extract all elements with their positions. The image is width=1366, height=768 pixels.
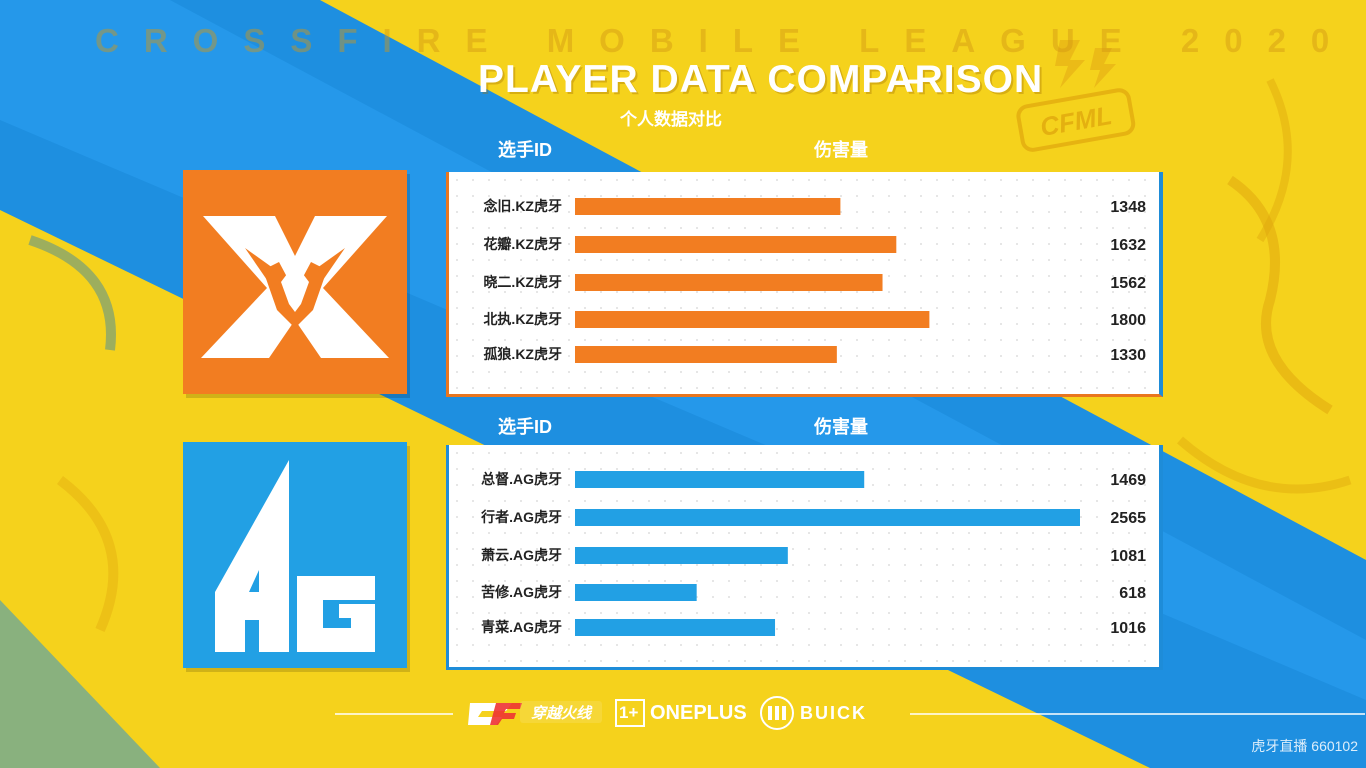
kz-col-damage: 伤害量 [814,140,868,160]
oneplus-mark-icon: 1+ [615,699,645,727]
oneplus-logo: ONEPLUS [650,702,747,724]
buick-logo: BUICK [800,703,867,723]
cf-logo-text: 穿越火线 [531,704,593,722]
kz-damage-bar [575,346,837,363]
ag-col-player-id: 选手ID [498,417,552,437]
kz-damage-chart: 念旧.KZ虎牙 1348 花瓣.KZ虎牙 1632 晓二.KZ虎牙 1562 北执.KZ虎牙… [482,198,1146,364]
kz-dragon-logo-icon [201,216,389,358]
page-title: PLAYER DATA COMPARISON [478,58,1044,101]
kz-player-label: 北执.KZ虎牙 [483,311,562,327]
ag-player-label: 总督.AG虎牙 [481,471,562,487]
footer-divider-right [910,713,1365,715]
cf-logo-icon: 穿越火线 [468,701,602,725]
oneplus-mark-text: 1+ [619,703,639,722]
ag-damage-bar [575,471,865,488]
kz-damage-value: 1348 [1110,199,1146,216]
kz-team-logo [183,170,407,394]
league-watermark: CROSSFIRE MOBILE LEAGUE 2020 [95,22,1355,59]
ag-damage-bar [575,509,1080,526]
footer-divider-left [335,713,453,715]
kz-damage-value: 1330 [1110,347,1146,364]
ag-damage-bar [575,584,697,601]
kz-player-label: 孤狼.KZ虎牙 [483,346,562,362]
page-subtitle: 个人数据对比 [620,110,722,129]
kz-damage-bar [575,198,841,215]
kz-damage-bar [575,311,930,328]
kz-damage-value: 1562 [1110,275,1146,292]
ag-damage-value: 1469 [1110,472,1146,489]
kz-damage-value: 1632 [1110,237,1146,254]
kz-damage-value: 1800 [1110,312,1146,329]
ag-damage-value: 1016 [1110,620,1146,637]
ag-damage-bar [575,619,776,636]
ag-damage-bar [575,547,788,564]
ag-damage-value: 1081 [1110,548,1146,565]
kz-player-label: 念旧.KZ虎牙 [482,198,562,214]
crossfire-logo: 穿越火线 [466,697,604,729]
title-dash: – [902,58,924,101]
cfml-badge: CFML [1016,88,1136,152]
ag-damage-value: 2565 [1110,510,1146,527]
kz-damage-bar [575,236,897,253]
stream-watermark: 虎牙直播 660102 [1251,738,1358,754]
kz-col-player-id: 选手ID [498,140,552,160]
kz-player-label: 花瓣.KZ虎牙 [483,236,562,252]
kz-player-label: 晓二.KZ虎牙 [483,274,562,290]
ag-damage-chart: 总督.AG虎牙 1469 行者.AG虎牙 2565 萧云.AG虎牙 1081 苦修.AG虎牙… [480,471,1146,637]
ag-player-label: 青菜.AG虎牙 [481,619,562,635]
ag-col-damage: 伤害量 [814,417,868,437]
buick-emblem-icon [760,696,794,730]
kz-damage-bar [575,274,883,291]
ag-player-label: 行者.AG虎牙 [480,509,562,525]
ag-damage-value: 618 [1119,585,1146,602]
ag-logo-icon [215,460,375,652]
ag-player-label: 萧云.AG虎牙 [481,547,562,563]
ag-player-label: 苦修.AG虎牙 [481,584,562,600]
ag-team-logo [183,442,407,668]
